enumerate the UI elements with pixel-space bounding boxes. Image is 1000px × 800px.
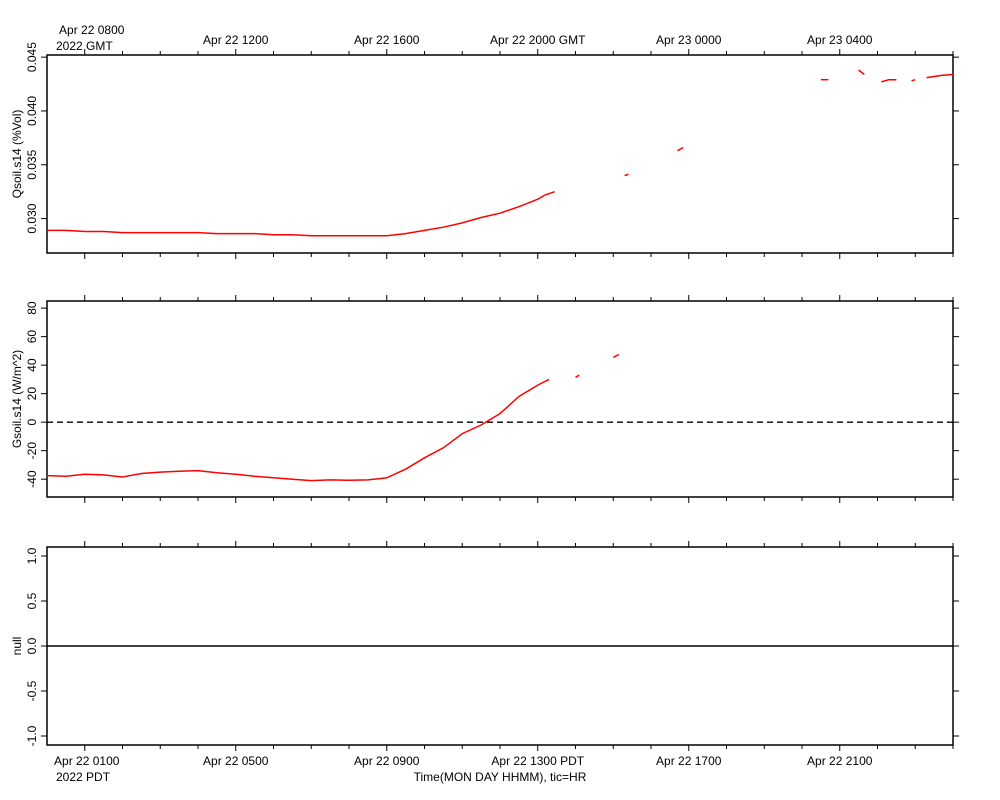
y-tick-label: 20 <box>25 387 39 401</box>
svg-text:2022 PDT: 2022 PDT <box>56 770 111 784</box>
svg-text:Time(MON DAY HHMM), tic=HR: Time(MON DAY HHMM), tic=HR <box>414 770 587 784</box>
y-axis-label: Gsoil.s14 (W/m^2) <box>10 350 24 448</box>
y-tick-label: 0.5 <box>25 592 39 609</box>
pdt-tick-label: Apr 22 0500 <box>203 754 269 768</box>
gmt-tick-label: Apr 22 0800 <box>59 23 125 37</box>
pdt-tick-label: Apr 22 0100 <box>54 754 120 768</box>
plot-frame <box>46 300 954 498</box>
series-segment <box>911 78 916 82</box>
y-tick-label: 0.045 <box>25 42 39 72</box>
series-segment <box>858 69 865 75</box>
y-tick-label: 60 <box>25 330 39 344</box>
gmt-tick-label: Apr 22 1200 <box>203 33 269 47</box>
series-segment <box>881 78 897 83</box>
pdt-year-label: 2022 PDT <box>56 770 111 784</box>
y-tick-label: 0.035 <box>25 149 39 179</box>
series-segment <box>926 73 954 79</box>
y-tick-label: -1.0 <box>25 725 39 746</box>
y-tick-label: 1.0 <box>25 547 39 564</box>
y-tick-label: 0.030 <box>25 203 39 233</box>
panel-gsoil: -40 -20 0 20 40 60 80 Gsoil.s14 (W/m^2) <box>10 295 959 503</box>
gmt-tick-label: Apr 22 1600 <box>354 33 420 47</box>
pdt-tick-label: Apr 22 1300 PDT <box>491 754 584 768</box>
y-tick-label: 0.0 <box>25 637 39 654</box>
panel-qsoil: 0.030 0.035 0.040 0.045 Qsoil.s14 (%Vol) <box>10 42 959 259</box>
series-segment <box>46 378 550 482</box>
y-tick-label: 0.040 <box>25 96 39 126</box>
series-segment <box>575 374 580 378</box>
series-segment <box>47 190 555 237</box>
plot-frame <box>46 54 954 254</box>
time-axis-title: Time(MON DAY HHMM), tic=HR <box>414 770 587 784</box>
gmt-year-label: 2022 GMT <box>56 39 113 53</box>
pdt-tick-label: Apr 22 0900 <box>354 754 420 768</box>
gmt-tick-label: Apr 23 0000 <box>656 33 722 47</box>
y-tick-label: -20 <box>25 442 39 460</box>
y-tick-label: -40 <box>25 470 39 488</box>
series-segment <box>677 146 684 152</box>
pdt-tick-label: Apr 22 2100 <box>807 754 873 768</box>
y-axis-label: null <box>10 637 24 656</box>
series-segment <box>612 353 620 358</box>
pdt-tick-label: Apr 22 1700 <box>656 754 722 768</box>
gmt-tick-label: Apr 23 0400 <box>807 33 873 47</box>
y-axis-label: Qsoil.s14 (%Vol) <box>10 110 24 199</box>
series-segment <box>624 173 629 177</box>
y-tick-label: 0 <box>25 419 39 426</box>
svg-text:2022 GMT: 2022 GMT <box>56 39 113 53</box>
y-tick-label: 40 <box>25 358 39 372</box>
y-tick-label: -0.5 <box>25 680 39 701</box>
panel-null: -1.0 -0.5 0.0 0.5 1.0 null <box>10 541 959 751</box>
y-tick-label: 80 <box>25 301 39 315</box>
gmt-tick-label: Apr 22 2000 GMT <box>490 33 586 47</box>
